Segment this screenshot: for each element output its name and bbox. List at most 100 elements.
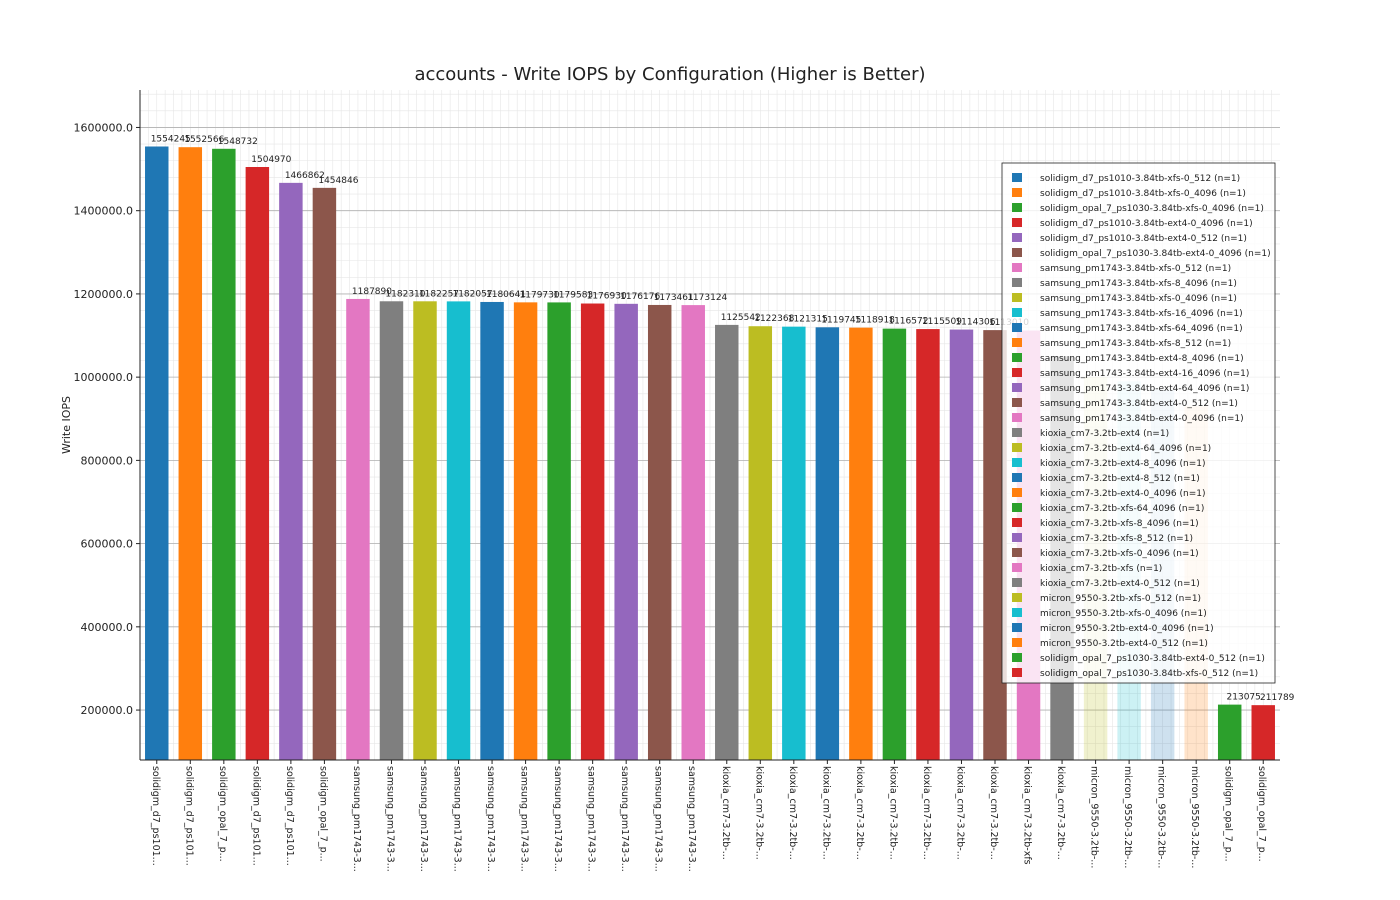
legend-entry: micron_9550-3.2tb-ext4-0_4096 (n=1) [1040,624,1214,634]
legend-entry: solidigm_opal_7_ps1030-3.84tb-ext4-0_409… [1040,249,1271,259]
bar-value-label: 1114306 [955,318,995,328]
category-label: samsung_pm1743-3... [485,766,496,872]
legend-swatch [1012,368,1022,377]
category-label: kioxia_cm7-3.2tb-... [787,766,798,860]
legend-swatch [1012,563,1022,572]
bar [547,302,571,760]
category-label: samsung_pm1743-3... [586,766,597,872]
bar-value-label: 1173461 [654,293,694,303]
category-label: kioxia_cm7-3.2tb-... [988,766,999,860]
bars [145,146,1275,761]
legend-swatch [1012,623,1022,632]
legend-entry: kioxia_cm7-3.2tb-ext4 (n=1) [1040,429,1169,439]
legend-entry: kioxia_cm7-3.2tb-xfs-0_4096 (n=1) [1040,549,1199,559]
bar-value-label: 1504970 [251,155,291,165]
category-label: solidigm_opal_7_p... [317,766,328,862]
legend-swatch [1012,413,1022,422]
bar [647,304,672,760]
legend-entry: kioxia_cm7-3.2tb-xfs (n=1) [1040,564,1162,574]
legend-entry: solidigm_d7_ps1010-3.84tb-ext4-0_4096 (n… [1040,219,1253,229]
category-label: samsung_pm1743-3... [351,766,362,872]
category-label: micron_9550-3.2tb-... [1156,766,1167,868]
bar [245,167,270,760]
legend-entry: kioxia_cm7-3.2tb-ext4-0_4096 (n=1) [1040,489,1205,499]
legend-entry: kioxia_cm7-3.2tb-ext4-0_512 (n=1) [1040,579,1200,589]
y-tick-label: 1600000.0 [74,121,134,134]
category-label: solidigm_opal_7_p... [1256,766,1267,862]
legend-entry: micron_9550-3.2tb-xfs-0_512 (n=1) [1040,594,1201,604]
legend: solidigm_d7_ps1010-3.84tb-xfs-0_512 (n=1… [1001,162,1276,684]
bar-value-label: 211789 [1260,693,1295,703]
category-label: samsung_pm1743-3... [418,766,429,872]
bar [413,301,437,760]
legend-swatch [1012,593,1022,602]
bar-value-label: 1180641 [486,290,526,300]
legend-entry: samsung_pm1743-3.84tb-xfs-64_4096 (n=1) [1040,324,1243,334]
legend-entry: solidigm_opal_7_ps1030-3.84tb-xfs-0_512 … [1040,669,1258,679]
legend-swatch [1012,188,1022,197]
legend-entry: samsung_pm1743-3.84tb-xfs-8_512 (n=1) [1040,339,1231,349]
category-label: samsung_pm1743-3... [452,766,463,872]
legend-swatch [1012,578,1022,587]
legend-swatch [1012,473,1022,482]
bar-value-label: 1187890 [352,287,392,297]
legend-entry: solidigm_opal_7_ps1030-3.84tb-xfs-0_4096… [1040,204,1264,214]
bar-value-label: 1179583 [553,290,593,300]
bar [279,182,303,761]
category-label: micron_9550-3.2tb-... [1189,766,1200,868]
legend-swatch [1012,548,1022,557]
category-label: solidigm_d7_ps101... [150,766,161,866]
legend-swatch [1012,233,1022,242]
bar-value-label: 1454846 [318,176,358,186]
bar-value-label: 1176930 [587,292,627,302]
legend-entry: kioxia_cm7-3.2tb-ext4-64_4096 (n=1) [1040,444,1211,454]
category-label: solidigm_d7_ps101... [284,766,295,866]
legend-swatch [1012,428,1022,437]
legend-swatch [1012,203,1022,212]
legend-entry: solidigm_d7_ps1010-3.84tb-xfs-0_4096 (n=… [1040,189,1246,199]
legend-entry: samsung_pm1743-3.84tb-ext4-8_4096 (n=1) [1040,354,1244,364]
legend-entry: kioxia_cm7-3.2tb-xfs-8_4096 (n=1) [1040,519,1199,529]
category-label: samsung_pm1743-3... [619,766,630,872]
legend-swatch [1012,338,1022,347]
legend-entry: kioxia_cm7-3.2tb-xfs-64_4096 (n=1) [1040,504,1204,514]
bar [782,326,806,760]
legend-entry: samsung_pm1743-3.84tb-ext4-0_512 (n=1) [1040,399,1238,409]
bar [748,326,773,760]
legend-swatch [1012,638,1022,647]
category-label: kioxia_cm7-3.2tb-... [1055,766,1066,860]
legend-box [1001,162,1276,684]
legend-swatch [1012,653,1022,662]
category-label: samsung_pm1743-3... [653,766,664,872]
bar [480,301,504,760]
bar [580,303,605,760]
category-label: micron_9550-3.2tb-... [1122,766,1133,868]
category-label: kioxia_cm7-3.2tb-... [820,766,831,860]
legend-entry: solidigm_d7_ps1010-3.84tb-xfs-0_512 (n=1… [1040,174,1240,184]
legend-entry: samsung_pm1743-3.84tb-ext4-64_4096 (n=1) [1040,384,1249,394]
bar-value-label: 1115509 [922,317,962,327]
legend-entry: kioxia_cm7-3.2tb-xfs-8_512 (n=1) [1040,534,1193,544]
y-tick-label: 200000.0 [81,704,134,717]
bar-value-label: 1466862 [285,171,325,181]
bar [815,327,840,760]
bar [513,302,538,760]
category-label: kioxia_cm7-3.2tb-... [720,766,731,860]
bar-value-label: 1548732 [218,137,258,147]
axes: 200000.0 400000.0 600000.0 800000.0 1000000.… [74,90,1280,764]
chart-title: accounts - Write IOPS by Configuration (… [414,64,925,85]
bar [882,328,907,760]
bar-value-label: 1119745 [821,315,861,325]
bar [446,301,471,760]
bar [212,148,236,760]
category-label: samsung_pm1743-3... [686,766,697,872]
legend-swatch [1012,173,1022,182]
bar [379,301,404,760]
legend-swatch [1012,353,1022,362]
category-label: solidigm_d7_ps101... [250,766,261,866]
bar [949,329,974,760]
legend-entry: micron_9550-3.2tb-ext4-0_512 (n=1) [1040,639,1208,649]
bar [681,305,705,760]
bar-value-label: 1182257 [419,289,459,299]
y-tick-label: 400000.0 [81,621,134,634]
